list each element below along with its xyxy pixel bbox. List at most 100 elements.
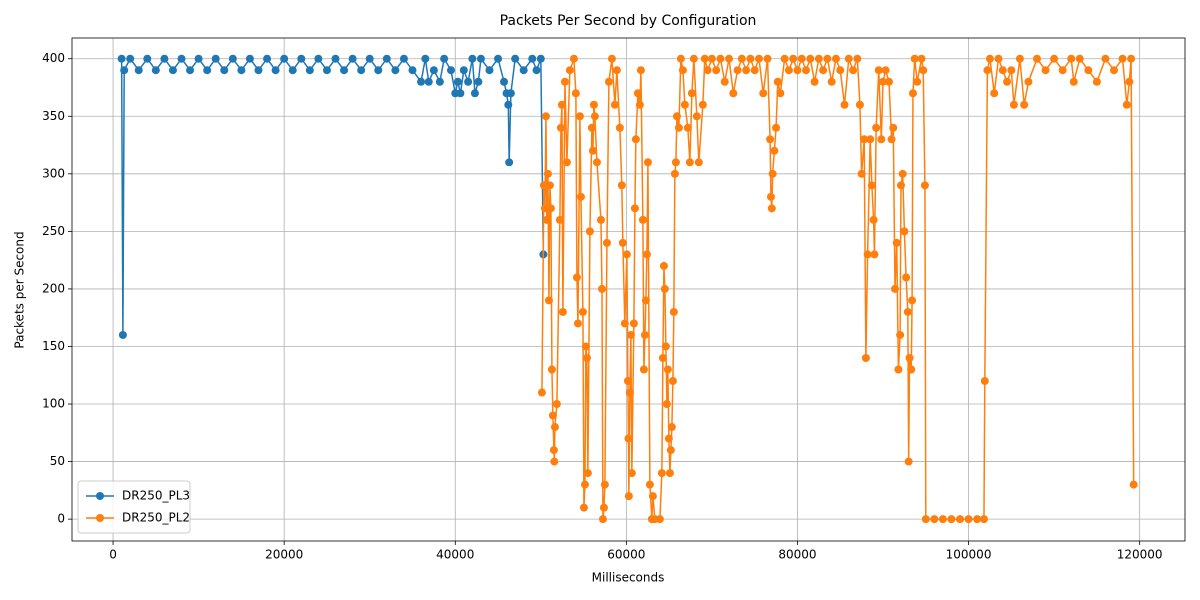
data-point [896, 181, 905, 190]
data-point [633, 89, 642, 98]
data-point [1009, 100, 1018, 109]
data-point [1092, 77, 1101, 86]
data-point [540, 204, 549, 213]
data-point [408, 66, 417, 75]
data-point [663, 365, 672, 374]
data-point [674, 123, 683, 132]
data-point [1125, 77, 1134, 86]
data-point [692, 112, 701, 121]
data-point [683, 123, 692, 132]
data-point [620, 319, 629, 328]
data-point [331, 54, 340, 63]
data-point [920, 181, 929, 190]
data-point [456, 89, 465, 98]
data-point [689, 54, 698, 63]
data-point [588, 146, 597, 155]
data-point [203, 66, 212, 75]
data-point [645, 480, 654, 489]
data-point [340, 66, 349, 75]
data-point [506, 89, 515, 98]
data-point [446, 66, 455, 75]
data-point [768, 169, 777, 178]
data-point [357, 66, 366, 75]
data-point [177, 54, 186, 63]
data-point [657, 469, 666, 478]
data-point [866, 135, 875, 144]
data-point [571, 89, 580, 98]
data-point [879, 77, 888, 86]
data-point [604, 77, 613, 86]
data-point [819, 66, 828, 75]
data-point [440, 54, 449, 63]
data-point [938, 515, 947, 524]
legend-marker [96, 492, 104, 500]
data-point [485, 66, 494, 75]
data-point [548, 411, 557, 420]
data-point [784, 66, 793, 75]
data-point [903, 307, 912, 316]
data-point [1041, 66, 1050, 75]
data-point [1015, 54, 1024, 63]
data-point [983, 66, 992, 75]
data-point [636, 66, 645, 75]
data-point [806, 54, 815, 63]
data-point [667, 423, 676, 432]
data-point [863, 250, 872, 259]
data-point [1007, 66, 1016, 75]
data-point [694, 158, 703, 167]
ticks: 0 20000 40000 60000 80000 100000 120000 0 50 100 1… [42, 51, 1162, 561]
data-point [459, 66, 468, 75]
data-point [504, 100, 513, 109]
data-point [550, 423, 559, 432]
data-point [823, 54, 832, 63]
data-point [853, 54, 862, 63]
data-point [607, 54, 616, 63]
data-point [635, 100, 644, 109]
data-point [720, 77, 729, 86]
data-point [712, 66, 721, 75]
data-point [913, 77, 922, 86]
data-point [626, 330, 635, 339]
data-point [612, 66, 621, 75]
data-point [539, 181, 548, 190]
legend-label: DR250_PL3 [122, 489, 190, 503]
data-point [872, 123, 881, 132]
data-point [671, 158, 680, 167]
data-point [639, 365, 648, 374]
data-point [881, 66, 890, 75]
data-point [766, 192, 775, 201]
data-point [617, 181, 626, 190]
data-point [668, 377, 677, 386]
data-point [742, 66, 751, 75]
data-point [1118, 54, 1127, 63]
data-point [560, 77, 569, 86]
data-point [578, 307, 587, 316]
data-point [399, 54, 408, 63]
data-point [546, 204, 555, 213]
data-point [840, 100, 849, 109]
data-point [947, 515, 956, 524]
data-point [468, 54, 477, 63]
data-point [623, 377, 632, 386]
data-point [676, 54, 685, 63]
data-point [572, 273, 581, 282]
data-point [680, 100, 689, 109]
data-point [729, 89, 738, 98]
data-point [254, 66, 263, 75]
plot-area [117, 54, 1138, 524]
data-point [587, 123, 596, 132]
data-point [558, 307, 567, 316]
data-point [365, 54, 374, 63]
data-point [844, 54, 853, 63]
data-point [672, 112, 681, 121]
data-point [884, 77, 893, 86]
data-point [907, 365, 916, 374]
data-point [1101, 54, 1110, 63]
data-point [117, 54, 126, 63]
data-point [536, 54, 545, 63]
data-point [569, 54, 578, 63]
data-point [305, 66, 314, 75]
data-point [579, 503, 588, 512]
data-point [797, 54, 806, 63]
